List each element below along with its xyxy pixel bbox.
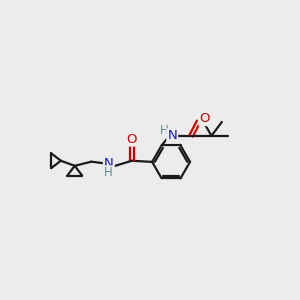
Text: O: O xyxy=(127,133,137,146)
Text: O: O xyxy=(199,112,210,125)
Text: N: N xyxy=(167,129,177,142)
Text: N: N xyxy=(104,158,114,170)
Text: H: H xyxy=(160,124,168,137)
Text: H: H xyxy=(104,166,113,179)
